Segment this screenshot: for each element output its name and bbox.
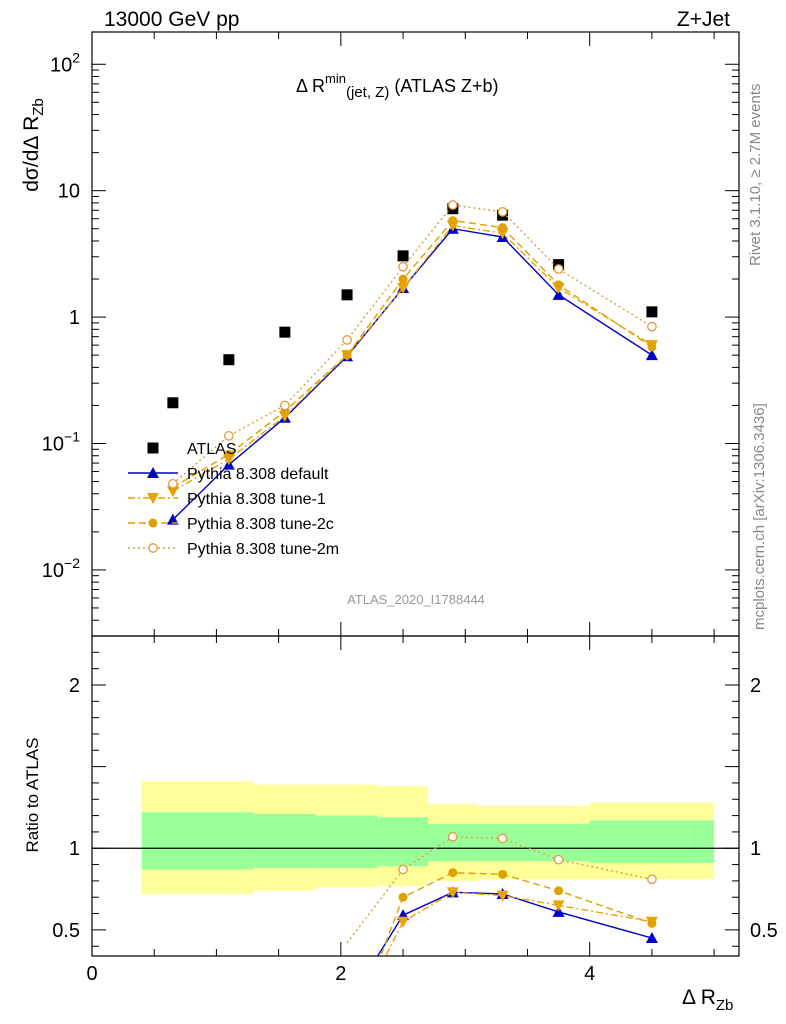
ratio-data-point xyxy=(398,864,408,875)
ratio-y-tick-label-right: 2 xyxy=(750,675,761,697)
stat-uncertainty-band xyxy=(689,820,715,863)
ratio-data-point xyxy=(552,905,565,917)
x-axis-label: Δ RZb xyxy=(682,986,733,1014)
x-tick-label: 2 xyxy=(335,963,346,985)
stat-uncertainty-band xyxy=(141,812,204,870)
title-main: Δ R xyxy=(296,76,325,96)
ratio-y-tick-label-right: 1 xyxy=(750,838,761,860)
stat-uncertainty-band xyxy=(253,813,316,868)
process-label: Z+Jet xyxy=(677,8,730,31)
main-data-point xyxy=(166,513,179,525)
main-data-point xyxy=(397,282,410,294)
main-data-point xyxy=(447,200,458,210)
ratio-y-tick-label: 1 xyxy=(69,838,80,860)
ratio-plot-frame xyxy=(91,635,740,957)
ratio-data-point xyxy=(647,918,657,928)
legend: ATLAS Pythia 8.308 default Pythia 8.308 tu… xyxy=(128,441,339,558)
main-data-point xyxy=(167,397,179,409)
y-tick-label: 10−1 xyxy=(42,428,80,455)
legend-label: Pythia 8.308 default xyxy=(187,466,329,483)
stat-uncertainty-band xyxy=(427,823,478,862)
main-data-point xyxy=(397,250,409,262)
legend-label: ATLAS xyxy=(187,441,237,458)
main-data-point xyxy=(646,306,658,318)
main-data-point xyxy=(398,274,408,284)
main-data-point xyxy=(224,449,234,459)
legend-marker xyxy=(147,442,159,454)
ratio-data-point xyxy=(552,900,565,912)
main-data-point xyxy=(279,326,291,338)
ratio-data-point xyxy=(497,833,508,844)
ratio-data-point xyxy=(397,916,410,928)
main-data-point xyxy=(224,430,234,441)
main-data-point xyxy=(398,261,408,272)
main-data-point xyxy=(223,354,235,366)
stat-uncertainty-band xyxy=(315,815,379,868)
ratio-series-line xyxy=(376,891,653,956)
main-data-point xyxy=(645,349,658,361)
x-tick-label: 4 xyxy=(584,963,595,985)
ratio-y-tick-label-right: 0.5 xyxy=(750,920,778,942)
main-y-label: dσ/dΔ RZb xyxy=(20,98,47,192)
main-series-line xyxy=(172,204,653,485)
main-data-point xyxy=(342,335,352,345)
legend-label: Pythia 8.308 tune-2m xyxy=(187,541,339,558)
ratio-data-point xyxy=(645,932,658,944)
main-data-point xyxy=(448,216,458,226)
main-data-point xyxy=(341,289,353,301)
main-data-point xyxy=(498,223,508,233)
stat-uncertainty-band xyxy=(589,820,690,863)
ratio-series-group xyxy=(346,831,658,956)
ratio-y-tick-label: 2 xyxy=(69,675,80,697)
ratio-uncertainty-bands xyxy=(141,781,715,894)
main-data-point xyxy=(553,264,564,274)
main-data-point xyxy=(168,478,178,489)
title-sub: (jet, Z) xyxy=(346,84,389,101)
mcplots-label: mcplots.cern.ch [arXiv:1306.3436] xyxy=(751,403,768,630)
ratio-data-point xyxy=(448,868,458,878)
ratio-series-line xyxy=(384,891,653,956)
main-data-point xyxy=(280,400,290,411)
legend-marker xyxy=(148,543,158,553)
main-data-point xyxy=(497,206,508,217)
ratio-data-point xyxy=(647,874,657,885)
ratio-data-point xyxy=(446,887,459,899)
ratio-data-point xyxy=(496,890,509,902)
y-tick-label: 10−2 xyxy=(42,555,80,582)
title-tail: (ATLAS Z+b) xyxy=(389,76,498,96)
legend-label: Pythia 8.308 tune-2c xyxy=(187,516,334,533)
main-series-line xyxy=(172,219,653,488)
ratio-y-label: Ratio to ATLAS xyxy=(23,738,42,853)
x-tick-label: 0 xyxy=(86,963,97,985)
plot-title: Δ Rmin(jet, Z) (ATLAS Z+b) xyxy=(296,71,499,101)
y-tick-label: 10 xyxy=(58,181,80,203)
y-tick-label: 1 xyxy=(69,307,80,329)
main-data-point xyxy=(554,280,564,290)
analysis-id-label: ATLAS_2020_I1788444 xyxy=(347,592,485,607)
legend-label: Pythia 8.308 tune-1 xyxy=(187,491,326,508)
main-data-point xyxy=(342,350,352,360)
ratio-data-point xyxy=(498,869,508,879)
main-data-point xyxy=(647,342,657,352)
main-series-group xyxy=(166,200,658,525)
legend-marker xyxy=(148,518,158,528)
ratio-data-point xyxy=(447,831,458,842)
stat-uncertainty-band xyxy=(203,812,254,870)
ratio-data-point xyxy=(553,854,564,865)
rivet-version-label: Rivet 3.1.10, ≥ 2.7M events xyxy=(747,84,764,267)
legend-marker xyxy=(147,467,159,478)
title-sup: min xyxy=(325,71,346,86)
ratio-series-line xyxy=(379,872,653,956)
ratio-data-point xyxy=(398,892,408,902)
ratio-y-tick-label: 0.5 xyxy=(52,920,80,942)
energy-label: 13000 GeV pp xyxy=(104,8,239,31)
main-data-point xyxy=(647,321,657,332)
ratio-data-point xyxy=(554,886,564,896)
legend-marker xyxy=(147,493,159,504)
ratio-series-line xyxy=(346,836,653,944)
y-tick-label: 102 xyxy=(50,49,80,76)
stat-uncertainty-band xyxy=(378,817,428,867)
main-data-point xyxy=(552,288,565,300)
